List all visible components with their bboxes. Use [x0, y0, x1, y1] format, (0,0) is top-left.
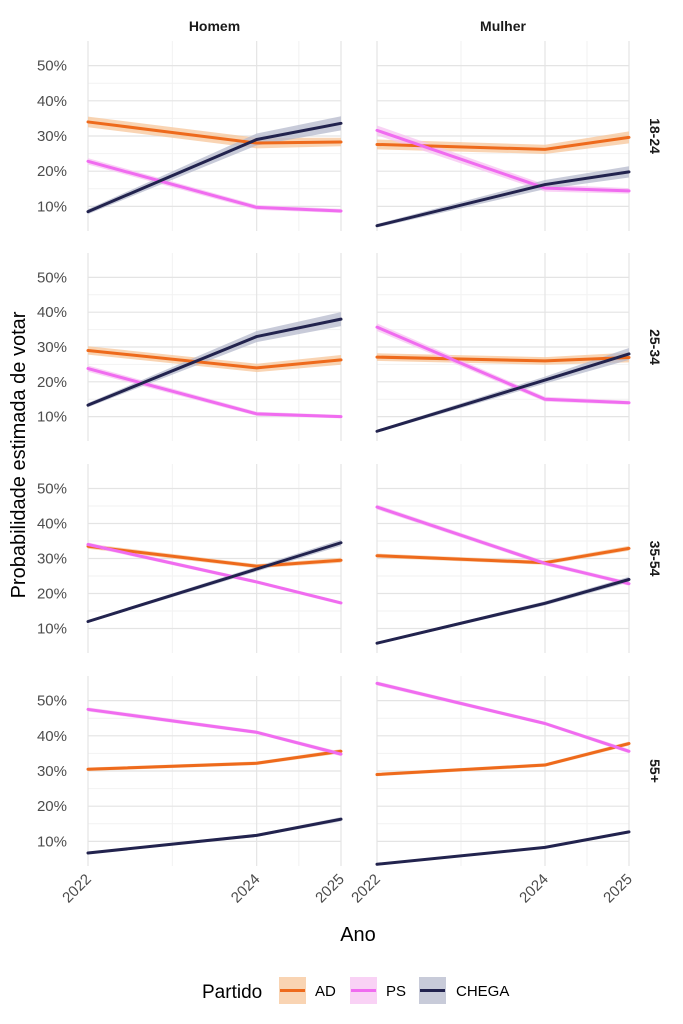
- strip-label-25-34: 25-34: [647, 329, 663, 365]
- y-tick-label: 50%: [37, 58, 67, 75]
- axes: 10% 20% 30% 40% 50% 10% 20% 30% 40% 50% 10% 20% 30% 4…: [37, 58, 636, 907]
- strip-label-35-54: 35-54: [647, 541, 663, 577]
- y-tick-label: 20%: [37, 798, 67, 815]
- series-line-ad: [375, 135, 631, 151]
- y-tick-label: 10%: [37, 833, 67, 850]
- panels: [86, 41, 631, 866]
- strip-label-18-24: 18-24: [647, 118, 663, 154]
- strip-label-mulher: Mulher: [480, 18, 526, 34]
- series-line-ps: [375, 325, 631, 405]
- y-tick-label: 50%: [37, 693, 67, 710]
- series-line-chega: [375, 830, 631, 866]
- legend: Partido AD PS CHEGA: [202, 977, 509, 1004]
- series-line-chega: [86, 817, 343, 855]
- y-tick-label: 10%: [37, 621, 67, 638]
- strip-label-homem: Homem: [189, 18, 240, 34]
- y-tick-label: 10%: [37, 198, 67, 215]
- panel-homem-35-54: [86, 464, 343, 653]
- x-axis-title: Ano: [340, 924, 376, 946]
- x-tick-label: 2025: [600, 871, 636, 907]
- panel-mulher-35-54: [375, 464, 631, 653]
- panel-mulher-25-34: [375, 253, 631, 441]
- series-line-ad: [86, 749, 343, 771]
- panel-homem-25-34: [86, 253, 343, 441]
- series-line-chega: [375, 352, 631, 433]
- y-tick-label: 10%: [37, 409, 67, 426]
- x-tick-label: 2024: [516, 871, 552, 907]
- y-tick-label: 40%: [37, 516, 67, 533]
- series-line-chega: [86, 541, 343, 623]
- facet-strips: Homem Mulher 18-24 25-34 35-54 55+: [189, 18, 663, 783]
- series-line-ad: [86, 544, 343, 568]
- series-line-ad: [86, 348, 343, 370]
- series-line-ps: [86, 707, 343, 756]
- series-line-chega: [86, 121, 343, 214]
- x-tick-label: 2022: [348, 871, 384, 907]
- y-tick-label: 50%: [37, 481, 67, 498]
- series-line-ps: [86, 543, 343, 605]
- series-line-ps: [86, 159, 343, 213]
- series-line-chega: [375, 578, 631, 645]
- y-tick-label: 20%: [37, 586, 67, 603]
- y-tick-label: 30%: [37, 551, 67, 568]
- x-tick-label: 2022: [59, 871, 95, 907]
- series-line-ps: [86, 367, 343, 419]
- y-tick-label: 30%: [37, 763, 67, 780]
- panel-mulher-55plus: [375, 676, 631, 866]
- series-line-chega: [375, 170, 631, 228]
- series-line-ps: [375, 681, 631, 753]
- y-tick-label: 20%: [37, 163, 67, 180]
- legend-label: CHEGA: [456, 983, 509, 1000]
- legend-label: PS: [386, 983, 406, 1000]
- legend-title: Partido: [202, 982, 262, 1003]
- series-line-ad: [375, 355, 631, 363]
- x-tick-label: 2024: [228, 871, 264, 907]
- y-axis-title: Probabilidade estimada de votar: [8, 311, 30, 598]
- panel-homem-18-24: [86, 41, 343, 231]
- series-line-ps: [375, 505, 631, 586]
- series-line-chega: [86, 317, 343, 407]
- x-tick-label: 2025: [312, 871, 348, 907]
- y-tick-label: 40%: [37, 304, 67, 321]
- y-tick-label: 50%: [37, 269, 67, 286]
- legend-entry-ad: AD: [279, 977, 336, 1004]
- band-ps: [88, 158, 341, 214]
- band-chega: [88, 312, 341, 408]
- y-tick-label: 30%: [37, 128, 67, 145]
- legend-entry-chega: CHEGA: [419, 977, 509, 1004]
- y-tick-label: 40%: [37, 93, 67, 110]
- y-tick-label: 20%: [37, 374, 67, 391]
- panel-homem-55plus: [86, 676, 343, 866]
- legend-entry-ps: PS: [350, 977, 406, 1004]
- band-ad: [88, 543, 341, 569]
- series-line-ad: [375, 742, 631, 777]
- band-ps: [88, 707, 341, 757]
- series-line-ad: [86, 120, 343, 145]
- y-tick-label: 40%: [37, 728, 67, 745]
- y-tick-label: 30%: [37, 339, 67, 356]
- strip-label-55plus: 55+: [647, 759, 663, 783]
- series-line-ps: [375, 128, 631, 193]
- band-chega: [88, 116, 341, 215]
- legend-label: AD: [315, 983, 336, 1000]
- panel-mulher-18-24: [375, 41, 631, 231]
